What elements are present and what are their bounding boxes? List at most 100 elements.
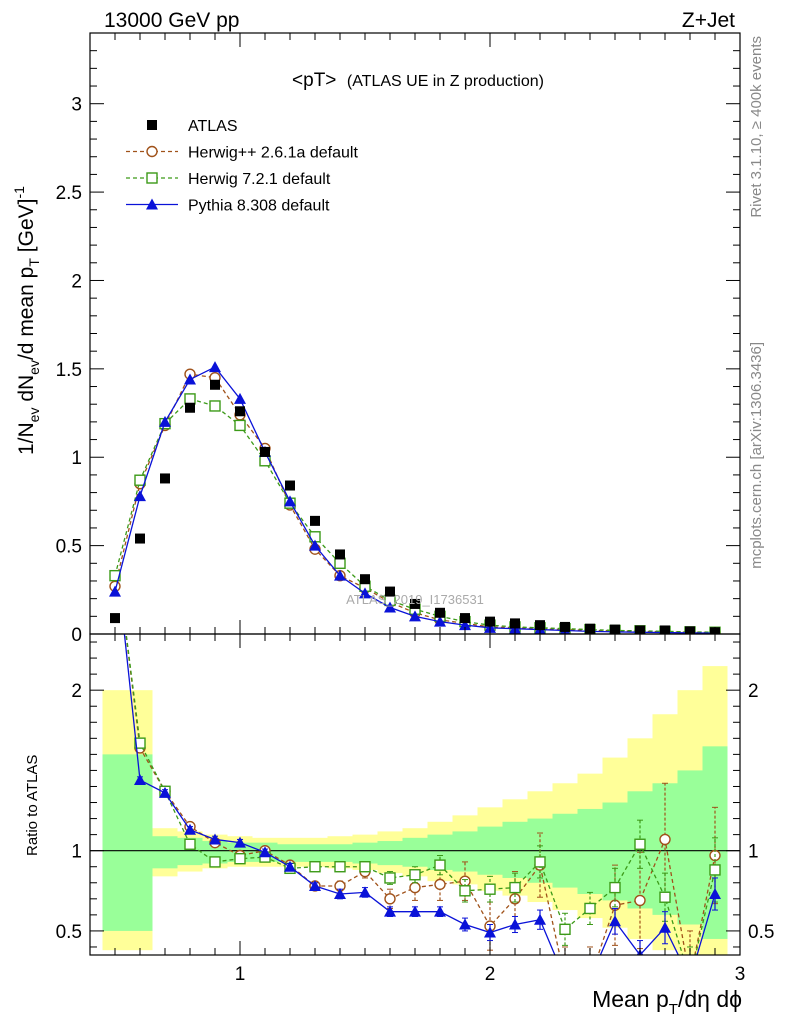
ratio-point-pythia	[709, 888, 721, 900]
ratio-point-herwig7	[659, 891, 671, 903]
data-point-atlas	[410, 598, 420, 609]
uncertainty-band-inner-bin	[152, 836, 178, 869]
ratio-point-pythia	[134, 774, 146, 786]
ratio-point-pythia	[284, 860, 296, 872]
ratio-point-herwigpp	[110, 541, 120, 551]
ratio-point-herwigpp	[509, 893, 521, 905]
watermark-label: ATLAS_2019_I1736531	[346, 592, 484, 607]
ratio-y-tick-label-left: 1	[71, 842, 82, 863]
ratio-point-pythia	[584, 973, 596, 984]
data-point-pythia	[384, 601, 396, 613]
plot-title-main: <pT>	[292, 70, 336, 91]
ratio-point-herwigpp	[434, 878, 446, 891]
data-point-atlas	[360, 574, 370, 585]
main-y-tick-label: 2.5	[56, 183, 82, 204]
uncertainty-band-inner-bin	[577, 808, 603, 895]
data-point-atlas	[335, 549, 345, 560]
ratio-point-pythia	[359, 886, 371, 898]
uncertainty-band-inner-bin	[452, 831, 478, 872]
ratio-point-herwig7	[384, 872, 396, 884]
data-point-pythia	[434, 615, 446, 627]
ratio-point-pythia	[609, 915, 621, 927]
data-point-pythia	[209, 361, 221, 373]
ratio-point-herwigpp	[634, 894, 646, 907]
uncertainty-band-inner-bin	[302, 844, 328, 862]
data-point-pythia	[134, 490, 146, 502]
legend-item-herwigpp: Herwig++ 2.6.1a default	[126, 145, 358, 162]
data-point-pythia	[184, 373, 196, 385]
ratio-point-herwigpp	[384, 893, 396, 905]
data-point-pythia	[234, 392, 246, 404]
data-point-herwig7	[109, 569, 121, 582]
data-point-atlas	[560, 621, 570, 632]
ratio-point-herwig7	[359, 861, 371, 873]
ratio-point-pythia	[659, 921, 671, 933]
ratio-point-herwig7	[134, 737, 146, 749]
legend-marker-herwig7	[146, 172, 158, 184]
legend-label-herwigpp: Herwig++ 2.6.1a default	[188, 145, 358, 162]
ratio-point-herwig7	[484, 883, 496, 895]
ratio-y-tick-label-right: 0.5	[748, 922, 774, 943]
ratio-point-herwigpp	[409, 881, 421, 894]
ratio-point-pythia	[109, 540, 121, 551]
ratio-point-herwig7	[434, 859, 446, 871]
data-point-atlas	[285, 480, 295, 491]
ratio-y-tick-label-left: 2	[71, 681, 82, 702]
ratio-point-pythia	[384, 905, 396, 917]
plot-title: <pT> (ATLAS UE in Z production)	[292, 70, 544, 91]
legend-marker-herwigpp	[146, 145, 158, 158]
ratio-point-herwig7	[709, 864, 721, 876]
ratio-point-herwig7	[634, 838, 646, 850]
main-y-tick-label: 1	[71, 448, 82, 469]
data-point-pythia	[109, 585, 121, 597]
ratio-point-pythia	[209, 833, 221, 845]
data-point-pythia	[334, 569, 346, 581]
uncertainty-band-inner-bin	[502, 821, 528, 878]
ratio-point-pythia	[259, 846, 271, 858]
ratio-point-herwigpp	[659, 833, 671, 846]
main-y-tick-label: 0.5	[56, 537, 82, 558]
uncertainty-band-inner-bin	[402, 837, 428, 867]
legend-label-pythia: Pythia 8.308 default	[188, 198, 330, 215]
ratio-panel: 0.5 0.5 1 1 2 2 1 2 3 Ratio to ATLAS Mean pT/dη …	[24, 540, 774, 1018]
data-point-atlas	[110, 613, 120, 624]
uncertainty-band-inner-bin	[327, 844, 353, 862]
ratio-point-herwig7	[685, 974, 695, 984]
data-point-atlas	[535, 620, 545, 631]
data-point-herwig7	[234, 419, 246, 432]
x-tick-label: 3	[735, 964, 746, 985]
plot-title-sub: (ATLAS UE in Z production)	[347, 73, 544, 90]
main-y-tick-label: 0	[71, 625, 82, 646]
ratio-point-herwig7	[309, 861, 321, 873]
data-point-pythia	[359, 587, 371, 599]
ratio-point-pythia	[534, 913, 546, 925]
data-point-herwig7	[334, 557, 346, 569]
data-point-herwig7	[209, 400, 221, 412]
ratio-point-herwig7	[559, 923, 571, 936]
header-process-label: 13000 GeV pp	[104, 9, 239, 32]
ratio-y-axis-label: Ratio to ATLAS	[24, 755, 41, 856]
main-panel: 0 0.5 1 1.5 2 2.5 3 <pT> (ATLAS UE in Z produc…	[11, 32, 741, 646]
ratio-y-tick-label-left: 0.5	[56, 922, 82, 943]
ratio-y-tick-label-right: 1	[748, 842, 759, 863]
legend-item-herwig7: Herwig 7.2.1 default	[126, 171, 331, 188]
data-point-pythia	[459, 619, 471, 631]
uncertainty-band-inner-bin	[352, 842, 378, 864]
data-point-atlas	[210, 379, 220, 390]
ratio-point-herwig7	[534, 856, 546, 868]
data-point-atlas	[310, 515, 320, 526]
uncertainty-band-inner-bin	[677, 770, 703, 925]
data-point-atlas	[260, 446, 270, 457]
rivet-version-label: Rivet 3.1.10, ≥ 400k events	[748, 36, 765, 218]
ratio-point-herwigpp	[585, 974, 595, 984]
ratio-point-herwig7	[184, 838, 196, 850]
x-tick-label: 2	[485, 964, 496, 985]
ratio-point-pythia	[334, 888, 346, 900]
data-point-atlas	[185, 402, 195, 413]
main-y-tick-label: 1.5	[56, 360, 82, 381]
ratio-point-herwigpp	[560, 974, 570, 984]
uncertainty-band-inner-bin	[377, 841, 403, 866]
legend-marker-pythia	[146, 198, 158, 210]
ratio-point-pythia	[459, 918, 471, 930]
